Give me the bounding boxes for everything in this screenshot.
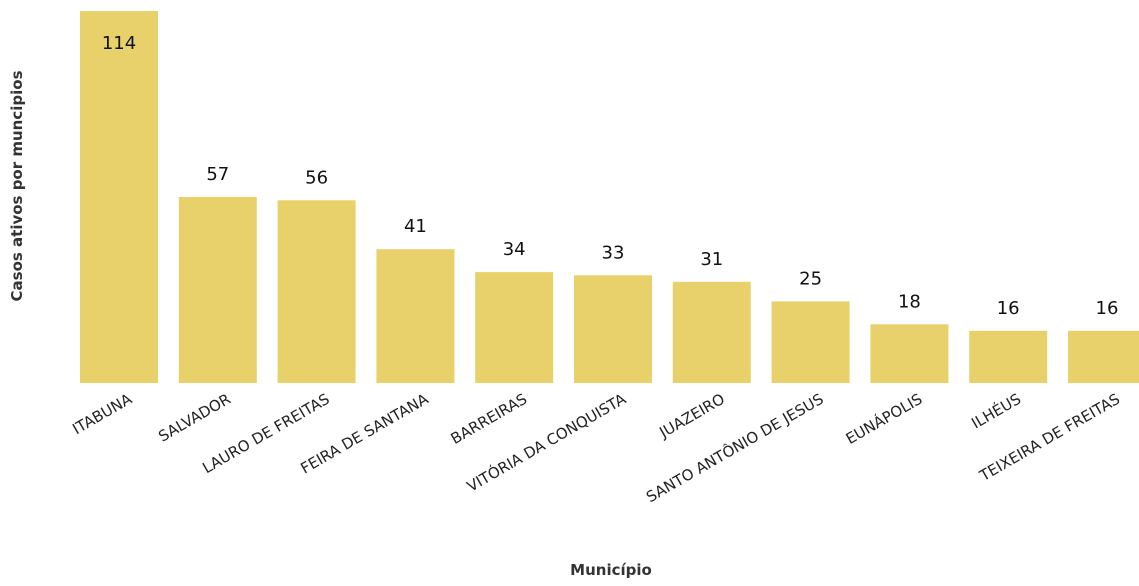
bar-9 xyxy=(969,330,1048,383)
bar-value-label-9: 16 xyxy=(997,298,1020,319)
x-axis-title: Município xyxy=(570,561,652,579)
x-tick-label-0: ITABUNA xyxy=(69,390,135,439)
x-tick-label-6: JUAZEIRO xyxy=(656,390,728,442)
x-tick-label-9: ILHÉUS xyxy=(968,389,1024,432)
bar-value-label-7: 25 xyxy=(799,268,822,289)
x-tick-label-8: EUNÁPOLIS xyxy=(842,389,925,448)
bar-3 xyxy=(376,249,455,383)
bar-1 xyxy=(178,197,257,383)
bar-10 xyxy=(1068,330,1139,383)
bar-2 xyxy=(277,200,356,383)
bars-layer xyxy=(80,11,1139,383)
bar-value-label-1: 57 xyxy=(206,164,229,185)
value-labels-layer: 114 57 56 41 34 33 31 25 18 16 16 xyxy=(102,33,1119,319)
x-tick-label-5: VITÓRIA DA CONQUISTA xyxy=(463,389,629,496)
bar-value-label-6: 31 xyxy=(700,249,723,270)
bar-value-label-8: 18 xyxy=(898,291,921,312)
bar-4 xyxy=(475,272,554,383)
bar-value-label-10: 16 xyxy=(1096,298,1119,319)
bar-8 xyxy=(870,324,949,383)
x-tick-label-1: SALVADOR xyxy=(155,390,233,446)
bar-value-label-3: 41 xyxy=(404,216,427,237)
x-tick-label-4: BARREIRAS xyxy=(448,390,531,448)
bar-value-label-4: 34 xyxy=(503,239,526,260)
y-axis-title: Casos ativos por muncipios xyxy=(8,70,26,301)
bar-value-label-0: 114 xyxy=(102,33,136,54)
bar-6 xyxy=(672,281,751,383)
bar-value-label-5: 33 xyxy=(602,242,625,263)
bar-value-label-2: 56 xyxy=(305,167,328,188)
bar-7 xyxy=(771,301,850,383)
bar-0 xyxy=(80,11,158,383)
bar-5 xyxy=(574,275,652,383)
x-tick-label-7: SANTO ANTÔNIO DE JESUS xyxy=(643,389,827,506)
